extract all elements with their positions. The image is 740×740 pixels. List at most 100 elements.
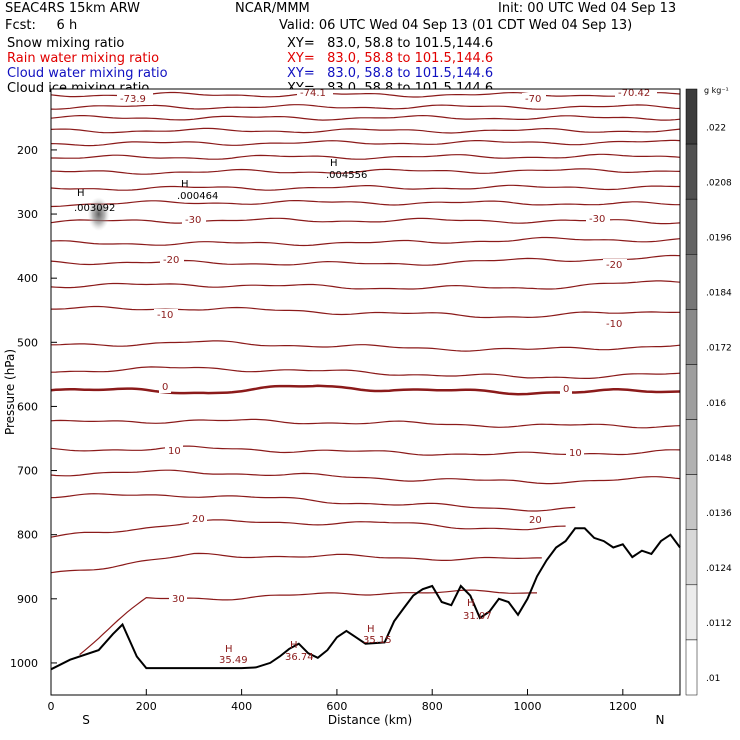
isotherm-line: [50, 200, 680, 208]
contour-label-bg: [566, 447, 584, 459]
isotherm-line: [50, 254, 681, 266]
x-tick-label: 800: [422, 700, 443, 713]
contour-label: -20: [606, 260, 622, 271]
colorbar-segment: [685, 419, 698, 475]
isotherm-line: [51, 153, 681, 160]
contour-label-bg: [522, 93, 546, 105]
isotherm-line: [50, 519, 566, 538]
colorbar-tick-label: .0112: [706, 619, 732, 629]
max-marker-value: .003092: [74, 203, 115, 214]
snow-max-shading: [87, 197, 110, 232]
isotherm-line: [50, 384, 681, 396]
x-end-label-north: N: [656, 713, 665, 727]
contour-label-bg: [169, 593, 187, 605]
contour-label: 30: [172, 594, 185, 605]
max-marker-h: H: [290, 640, 298, 651]
colorbar-tick-label: .0124: [706, 564, 732, 574]
terrain-layer: [50, 527, 681, 671]
contour-label-bg: [297, 87, 333, 99]
contour-label-bg: [560, 383, 572, 395]
contour-label: -73.9: [120, 94, 146, 105]
contour-label: 0: [563, 384, 569, 395]
center-label: NCAR/MMM: [235, 1, 310, 16]
isotherm-line: [50, 418, 681, 429]
plot-frame: [50, 88, 681, 696]
colorbar-tick-label: .022: [706, 123, 726, 133]
contour-label-bg: [165, 445, 183, 457]
contour-label: -70: [525, 94, 541, 105]
max-marker-h: H: [367, 624, 375, 635]
colorbar-segment: [685, 474, 698, 530]
colorbar-segment: [685, 88, 698, 145]
y-tick-label: 600: [17, 400, 38, 413]
field-name-snow: Snow mixing ratio: [7, 36, 125, 51]
axes: 0 200 400 600 800 1000 12002003004005006007008…: [10, 144, 637, 713]
isotherm-line: [50, 236, 681, 247]
colorbar-segment: [685, 639, 698, 696]
colorbar-tick-label: .01: [706, 674, 720, 684]
valid-time: Valid: 06 UTC Wed 04 Sep 13 (01 CDT Wed …: [279, 18, 633, 33]
x-tick-label: 0: [48, 700, 55, 713]
colorbar-segment: [685, 198, 698, 255]
contour-label: -30: [185, 215, 201, 226]
x-axis-title: Distance (km): [328, 713, 412, 727]
max-marker-h: H: [330, 158, 338, 169]
colorbar-tick-label: .0196: [706, 234, 732, 244]
contour-label: -20: [163, 255, 179, 266]
contour-label: -74.1: [300, 88, 326, 99]
contour-labels: -73.9 -74.1 -70 -70.42 -30 -30 -20 -20 -10 -10 0 0 1…: [117, 87, 657, 605]
y-tick-label: 800: [17, 529, 38, 542]
y-tick-label: 300: [17, 208, 38, 221]
contour-label-bg: [159, 381, 171, 393]
max-marker-value: 31.07: [463, 611, 492, 622]
x-tick-label: 200: [136, 700, 157, 713]
isotherm-line: [50, 366, 681, 379]
field-xy-cloud-water: XY= 83.0, 58.8 to 101.5,144.6: [287, 66, 494, 81]
isotherm-line: [50, 114, 681, 121]
contour-label-bg: [189, 513, 207, 525]
y-tick-label: 700: [17, 465, 38, 478]
contour-label: 0: [162, 382, 168, 393]
contour-label-bg: [526, 514, 544, 526]
y-tick-label: 400: [17, 272, 38, 285]
x-tick-label: 400: [231, 700, 252, 713]
y-tick-label: 200: [17, 144, 38, 157]
colorbar-tick-label: .0148: [706, 454, 732, 464]
isotherm-line: [50, 184, 680, 191]
contour-label: -10: [157, 310, 173, 321]
field-xy-rain: XY= 83.0, 58.8 to 101.5,144.6: [287, 51, 494, 66]
isotherm-line: [50, 552, 542, 574]
colorbar-segment: [685, 254, 698, 310]
max-marker-value: 36.74: [285, 652, 314, 663]
isotherm-line: [51, 340, 681, 352]
contour-label: -10: [606, 319, 622, 330]
isotherm-line: [50, 104, 681, 110]
forecast-hour: Fcst: 6 h: [5, 18, 78, 33]
max-marker-h: H: [225, 644, 233, 655]
contour-label-bg: [160, 254, 184, 266]
colorbar-tick-label: .0136: [706, 509, 732, 519]
y-tick-label: 500: [17, 336, 38, 349]
model-title: SEAC4RS 15km ARW: [5, 1, 141, 16]
x-tick-label: 600: [326, 700, 347, 713]
contour-label-bg: [603, 318, 627, 330]
contour-label-bg: [615, 87, 657, 99]
y-tick-label: 1000: [10, 657, 38, 670]
max-marker-h: H: [77, 188, 85, 199]
x-tick-label: 1200: [609, 700, 637, 713]
max-marker-h: H: [467, 598, 475, 609]
contour-label-bg: [182, 214, 206, 226]
x-end-label-south: S: [82, 713, 90, 727]
contour-label: -30: [589, 214, 605, 225]
field-xy-snow: XY= 83.0, 58.8 to 101.5,144.6: [287, 36, 494, 51]
colorbar-tick-label: .0208: [706, 178, 732, 188]
contour-label: 10: [569, 448, 582, 459]
max-marker-value: .000464: [177, 191, 218, 202]
contour-label: 20: [192, 514, 205, 525]
contour-label: 20: [529, 515, 542, 526]
terrain-profile: [50, 527, 681, 671]
max-marker-value: 35.15: [363, 635, 392, 646]
contour-label-bg: [154, 309, 178, 321]
isotherm-line: [50, 280, 681, 290]
